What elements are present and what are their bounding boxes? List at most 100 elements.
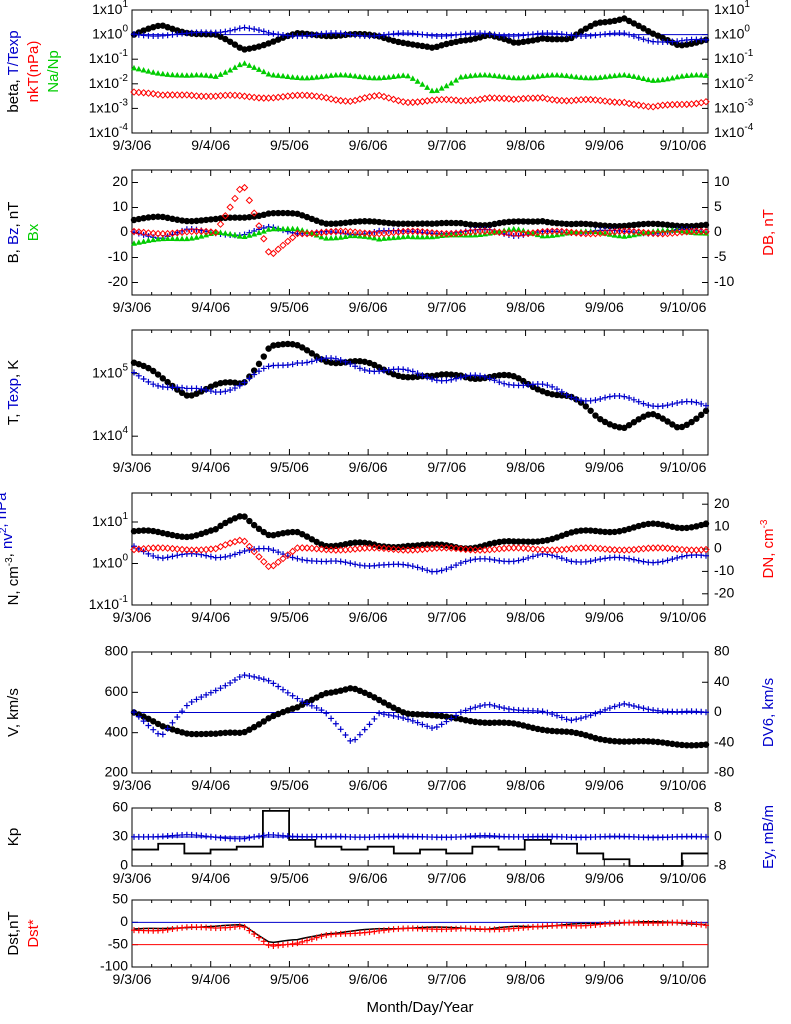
data-point: [260, 938, 267, 945]
data-point: [419, 541, 426, 549]
data-point: [289, 554, 296, 561]
data-point: [438, 712, 445, 720]
data-point: [217, 522, 224, 530]
data-point: [582, 25, 590, 32]
data-point: [702, 741, 710, 748]
data-point: [198, 730, 205, 738]
data-point: [145, 364, 152, 372]
data-point: [298, 91, 306, 99]
data-point: [621, 738, 628, 745]
panel-solar-wind-beta: 9/3/06 9/4/06 9/5/06 9/6/06 9/7/06 9/8/06 9/9/…: [5, 0, 754, 153]
data-point: [582, 95, 590, 104]
data-point: [674, 399, 681, 406]
data-point: [582, 403, 590, 410]
data-point: [164, 554, 171, 561]
data-point: [226, 203, 234, 211]
data-point: [279, 708, 287, 716]
data-point: [683, 41, 690, 48]
data-point: [159, 22, 167, 29]
data-point: [313, 538, 320, 546]
data-point: [621, 527, 628, 534]
data-point: [419, 220, 426, 227]
data-point: [260, 718, 267, 725]
data-point: [515, 218, 522, 225]
data-point: [673, 424, 681, 431]
data-point: [586, 544, 595, 552]
x-tick-label: 9/5/06: [270, 870, 309, 886]
data-point: [356, 73, 363, 80]
data-point: [663, 544, 672, 552]
data-point: [265, 29, 272, 36]
y-axis-label-left: Dst,nT: [5, 911, 22, 955]
data-point: [476, 719, 484, 726]
data-point: [654, 738, 662, 746]
data-point: [702, 545, 710, 554]
data-point: [587, 407, 594, 414]
data-point: [703, 36, 709, 43]
data-point: [448, 80, 455, 86]
data-point: [245, 542, 254, 551]
data-point: [337, 71, 344, 78]
data-point: [174, 727, 181, 735]
data-point: [587, 558, 594, 565]
data-point: [510, 373, 517, 380]
data-point: [419, 372, 426, 379]
data-point: [347, 539, 354, 547]
data-point: [135, 360, 143, 368]
data-point: [140, 718, 147, 725]
data-point: [198, 385, 205, 392]
data-point: [212, 215, 219, 223]
data-point: [582, 544, 590, 552]
data-point: [510, 225, 517, 232]
data-point: [553, 391, 561, 399]
data-point: [207, 527, 215, 534]
data-point: [173, 545, 181, 553]
data-point: [323, 358, 330, 365]
y-tick-label-right: 20: [714, 495, 730, 511]
data-point: [395, 713, 402, 720]
y-tick-label-right: -10: [714, 273, 734, 289]
data-point: [365, 544, 374, 552]
data-point: [269, 561, 278, 570]
data-point: [548, 535, 556, 543]
data-point: [371, 74, 378, 81]
data-point: [288, 233, 297, 242]
data-point: [356, 365, 363, 372]
data-point: [693, 229, 700, 236]
data-point: [414, 564, 421, 571]
data-point: [198, 694, 205, 701]
data-point: [308, 544, 316, 553]
data-point: [433, 568, 440, 575]
data-point: [361, 229, 369, 237]
series-v: [130, 685, 710, 749]
data-point: [621, 393, 628, 400]
data-point: [549, 71, 556, 78]
data-point: [240, 537, 249, 545]
data-point: [294, 695, 301, 702]
data-point: [621, 222, 628, 230]
data-point: [409, 563, 416, 570]
data-point: [539, 381, 546, 388]
data-point: [606, 97, 614, 106]
data-point: [452, 544, 460, 553]
data-point: [553, 728, 561, 735]
data-point: [332, 720, 339, 727]
data-point: [640, 25, 647, 32]
data-point: [457, 231, 464, 238]
data-point: [231, 385, 238, 392]
y-tick-label: 1x10-1: [89, 594, 129, 612]
data-point: [664, 418, 671, 425]
data-point: [227, 66, 234, 73]
data-point: [471, 546, 479, 554]
data-point: [424, 711, 431, 719]
data-point: [183, 217, 191, 225]
y-tick-label: 0: [120, 857, 128, 873]
data-point: [131, 31, 137, 38]
data-point: [342, 233, 349, 240]
series-bx: [131, 225, 709, 246]
data-point: [544, 218, 551, 226]
data-point: [625, 421, 633, 429]
data-point: [693, 222, 700, 230]
data-point: [490, 94, 499, 102]
data-point: [429, 725, 436, 732]
